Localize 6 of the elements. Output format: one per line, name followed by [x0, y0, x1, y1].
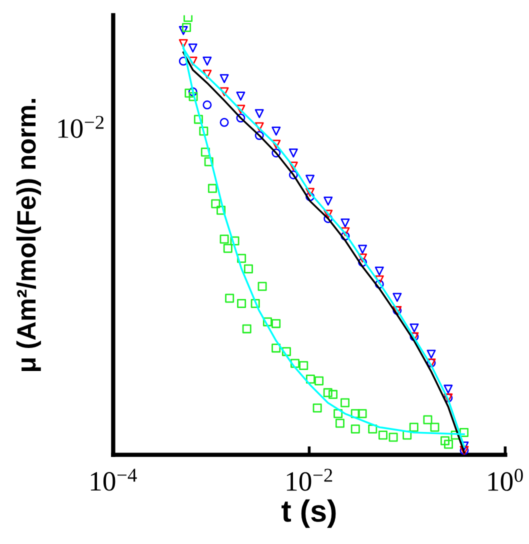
text: 10$^{−2}$	[58, 116, 104, 138]
x-tick-label: 10$^{−4}$	[90, 468, 137, 491]
y-axis-title: μ (Am²/mol(Fe)) norm.	[16, 99, 41, 371]
x-axis-title: t (s)	[282, 499, 336, 528]
x-tick-label: 10$^{0}$	[488, 468, 523, 491]
x-tick-label: 10$^{−2}$	[286, 468, 332, 491]
